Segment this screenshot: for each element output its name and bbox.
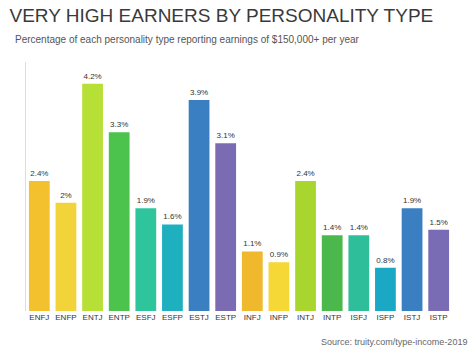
svg-text:3.9%: 3.9% (190, 88, 208, 97)
svg-text:2%: 2% (60, 191, 72, 200)
svg-text:1.9%: 1.9% (137, 196, 155, 205)
svg-text:1.5%: 1.5% (430, 218, 448, 227)
svg-text:INTP: INTP (323, 313, 341, 322)
svg-text:1.1%: 1.1% (243, 239, 261, 248)
svg-text:2.4%: 2.4% (30, 169, 48, 178)
svg-text:INFJ: INFJ (244, 313, 261, 322)
svg-text:INFP: INFP (270, 313, 288, 322)
svg-text:ISTJ: ISTJ (404, 313, 420, 322)
svg-text:ENFJ: ENFJ (29, 313, 49, 322)
svg-text:3.1%: 3.1% (217, 131, 235, 140)
svg-text:Percentage of each personality: Percentage of each personality type repo… (15, 34, 360, 45)
svg-text:3.3%: 3.3% (110, 120, 128, 129)
svg-text:1.9%: 1.9% (403, 196, 421, 205)
svg-text:ENTJ: ENTJ (83, 313, 103, 322)
svg-text:ESTJ: ESTJ (189, 313, 209, 322)
svg-text:4.2%: 4.2% (83, 72, 101, 81)
svg-text:0.8%: 0.8% (376, 256, 394, 265)
svg-text:ISFP: ISFP (377, 313, 395, 322)
svg-text:ENFP: ENFP (55, 313, 76, 322)
svg-text:0.9%: 0.9% (270, 250, 288, 259)
svg-text:1.4%: 1.4% (350, 223, 368, 232)
svg-text:1.4%: 1.4% (323, 223, 341, 232)
svg-text:ENTP: ENTP (109, 313, 130, 322)
svg-text:ESFP: ESFP (162, 313, 183, 322)
svg-text:ISTP: ISTP (430, 313, 448, 322)
svg-text:ESTP: ESTP (215, 313, 236, 322)
svg-text:ESFJ: ESFJ (136, 313, 156, 322)
svg-text:INTJ: INTJ (297, 313, 314, 322)
svg-text:2.4%: 2.4% (296, 169, 314, 178)
svg-text:Source: truity.com/type-income: Source: truity.com/type-income-2019 (321, 337, 467, 347)
svg-text:VERY HIGH EARNERS BY PERSONALI: VERY HIGH EARNERS BY PERSONALITY TYPE (9, 5, 433, 26)
svg-text:ISFJ: ISFJ (351, 313, 367, 322)
svg-text:1.6%: 1.6% (163, 212, 181, 221)
